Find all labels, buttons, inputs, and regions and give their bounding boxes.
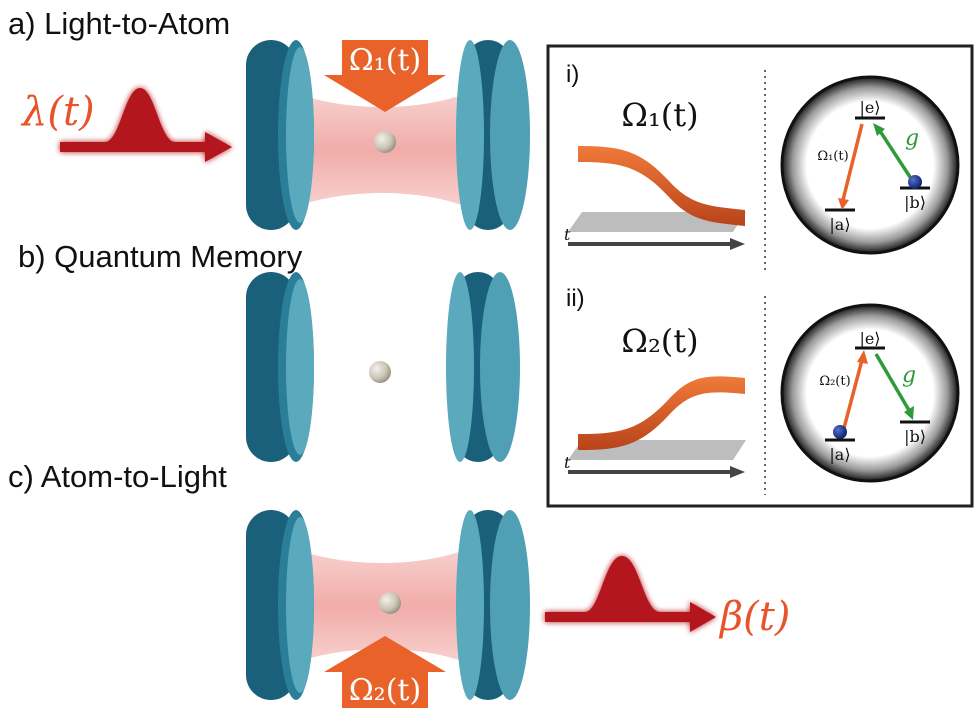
time-axis-i: t [564, 225, 571, 244]
time-axis-ii: t [564, 453, 571, 472]
control-label-omega1: Ω₁(t) [349, 43, 421, 78]
atom [374, 131, 396, 153]
control-arrow-omega1: Ω₁(t) [324, 40, 446, 112]
panel-label-b: b) Quantum Memory [18, 239, 303, 274]
left-mirror [246, 510, 314, 700]
coupling-label-ii: g [902, 363, 916, 388]
coupling-label-i: g [905, 126, 919, 151]
pulse-title-ii: Ω₂(t) [621, 322, 698, 360]
right-mirror [456, 40, 530, 230]
panel-label-c: c) Atom-to-Light [8, 459, 227, 494]
population-dot [908, 175, 922, 189]
level-diagram-ii [780, 303, 960, 483]
level-e-ii: |e⟩ [859, 329, 880, 348]
cavity-b [246, 272, 520, 462]
input-pulse-label: λ(t) [20, 89, 95, 135]
inset-box: i) Ω₁(t) t |e⟩ |a⟩ |b⟩ Ω₁(t) g ii) Ω₂(t) [546, 44, 974, 508]
pulse-ribbon-ii [568, 376, 746, 478]
level-b-ii: |b⟩ [904, 427, 926, 446]
control-label-omega2: Ω₂(t) [349, 673, 421, 708]
control-arrow-omega2: Ω₂(t) [324, 636, 446, 708]
atom [369, 361, 391, 383]
right-mirror [456, 510, 530, 700]
level-a-ii: |a⟩ [829, 445, 850, 464]
inset-label-i: i) [566, 61, 579, 88]
pulse-ribbon-i [568, 146, 746, 250]
inset-label-ii: ii) [566, 285, 585, 312]
panel-label-a: a) Light-to-Atom [8, 6, 230, 41]
right-mirror [446, 272, 520, 462]
level-e-i: |e⟩ [859, 98, 880, 117]
left-mirror [246, 272, 314, 462]
level-a-i: |a⟩ [829, 215, 850, 234]
cavity-a: Ω₁(t) λ(t) [20, 40, 530, 230]
atom [379, 592, 401, 614]
pulse-title-i: Ω₁(t) [621, 96, 698, 134]
population-dot [833, 425, 847, 439]
output-pulse [545, 556, 716, 632]
drive-label-ii: Ω₂(t) [819, 374, 850, 389]
input-pulse [60, 88, 232, 162]
level-diagram-i [780, 75, 960, 255]
output-pulse-label: β(t) [718, 594, 790, 640]
level-b-i: |b⟩ [904, 193, 926, 212]
cavity-c: Ω₂(t) β(t) [246, 510, 790, 708]
drive-label-i: Ω₁(t) [817, 149, 848, 164]
left-mirror [246, 40, 314, 230]
